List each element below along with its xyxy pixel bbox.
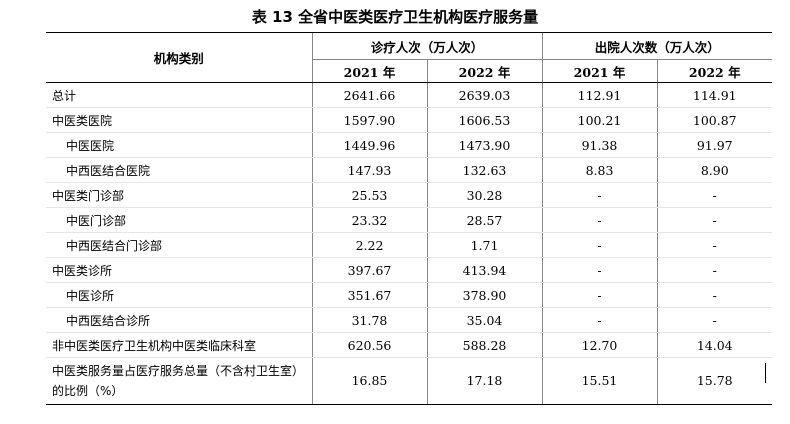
cell-value: -	[656, 307, 772, 333]
cell-value: 35.04	[426, 307, 542, 333]
cell-value: 25.53	[311, 182, 427, 208]
table-row: 中医医院 1449.96 1473.90 91.38 91.97	[46, 132, 772, 158]
cell-value: -	[541, 282, 657, 308]
service-volume-table: 机构类别 诊疗人次（万人次） 出院人次数（万人次） 2021 年 2022 年 …	[46, 32, 772, 405]
cell-value: 91.38	[541, 132, 657, 158]
cell-value: 1606.53	[426, 107, 542, 133]
cell-value: -	[541, 257, 657, 283]
cell-value: 2641.66	[311, 82, 427, 108]
cell-value: 28.57	[426, 207, 542, 233]
header-year: 2021 年	[541, 59, 657, 83]
cell-value: 378.90	[426, 282, 542, 308]
cell-value: 14.04	[656, 332, 772, 358]
cell-value: -	[541, 207, 657, 233]
cell-value: -	[656, 207, 772, 233]
cell-value: 30.28	[426, 182, 542, 208]
text-cursor	[765, 363, 766, 383]
header-discharges-group: 出院人次数（万人次）	[541, 32, 772, 60]
cell-value: 15.51	[541, 357, 657, 405]
cell-value: 588.28	[426, 332, 542, 358]
row-label: 中西医结合诊所	[46, 307, 312, 333]
cell-value: 2.22	[311, 232, 427, 258]
table-row: 中西医结合门诊部 2.22 1.71- -	[46, 232, 772, 258]
cell-value: 100.87	[656, 107, 772, 133]
row-label: 中医类诊所	[46, 257, 312, 283]
row-label: 中医类医院	[46, 107, 312, 133]
row-label: 中医类门诊部	[46, 182, 312, 208]
row-label: 中医医院	[46, 132, 312, 158]
cell-value: 397.67	[311, 257, 427, 283]
cell-value: 147.93	[311, 157, 427, 183]
cell-value: 16.85	[311, 357, 427, 405]
row-label: 中医门诊部	[46, 207, 312, 233]
cell-value: 1473.90	[426, 132, 542, 158]
cell-value: -	[541, 307, 657, 333]
table-title: 表 13 全省中医类医疗卫生机构医疗服务量	[251, 8, 539, 26]
cell-value: 12.70	[541, 332, 657, 358]
table-row: 中医类门诊部 25.53 30.28- -	[46, 182, 772, 208]
table-row: 中医类服务量占医疗服务总量（不含村卫生室）的比例（%） 16.85 17.18 15.…	[46, 357, 772, 405]
cell-value: 132.63	[426, 157, 542, 183]
cell-value: 23.32	[311, 207, 427, 233]
cell-value: -	[541, 182, 657, 208]
row-label: 中西医结合医院	[46, 157, 312, 183]
header-visits-group: 诊疗人次（万人次）	[311, 32, 542, 60]
table-row: 中医门诊部 23.32 28.57- -	[46, 207, 772, 233]
table-body: 总计 2641.66 2639.03 112.91 114.91 中医类医院 1597.90…	[46, 82, 772, 405]
header-year: 2022 年	[426, 59, 542, 83]
table-row: 中西医结合诊所 31.78 35.04- -	[46, 307, 772, 333]
cell-value: 31.78	[311, 307, 427, 333]
cell-value: 17.18	[426, 357, 542, 405]
cell-value: -	[656, 182, 772, 208]
cell-value: -	[541, 232, 657, 258]
row-label: 中医类服务量占医疗服务总量（不含村卫生室）的比例（%）	[46, 357, 312, 405]
cell-value: 351.67	[311, 282, 427, 308]
cell-value: 1.71	[426, 232, 542, 258]
cell-value: 2639.03	[426, 82, 542, 108]
cell-value: 1597.90	[311, 107, 427, 133]
table-row: 中西医结合医院 147.93 132.63 8.83 8.90	[46, 157, 772, 183]
cell-value: 620.56	[311, 332, 427, 358]
header-institution-type: 机构类别	[46, 32, 312, 83]
row-label: 总计	[46, 82, 312, 108]
cell-value: 8.83	[541, 157, 657, 183]
cell-value: 91.97	[656, 132, 772, 158]
cell-value: -	[656, 282, 772, 308]
row-label: 中医诊所	[46, 282, 312, 308]
header-year: 2021 年	[311, 59, 427, 83]
header-year: 2022 年	[656, 59, 772, 83]
table-row: 中医类医院 1597.90 1606.53 100.21 100.87	[46, 107, 772, 133]
cell-value: -	[656, 232, 772, 258]
table-row: 总计 2641.66 2639.03 112.91 114.91	[46, 82, 772, 108]
cell-value: 114.91	[656, 82, 772, 108]
table-row: 中医类诊所 397.67 413.94- -	[46, 257, 772, 283]
table-row: 非中医类医疗卫生机构中医类临床科室 620.56 588.28 12.70 14.04	[46, 332, 772, 358]
cell-value: 100.21	[541, 107, 657, 133]
cell-value: -	[656, 257, 772, 283]
row-label: 中西医结合门诊部	[46, 232, 312, 258]
cell-value: 15.78	[656, 357, 772, 405]
cell-value: 8.90	[656, 157, 772, 183]
cell-value: 413.94	[426, 257, 542, 283]
table-row: 中医诊所 351.67 378.90- -	[46, 282, 772, 308]
row-label: 非中医类医疗卫生机构中医类临床科室	[46, 332, 312, 358]
cell-value: 1449.96	[311, 132, 427, 158]
cell-value: 112.91	[541, 82, 657, 108]
